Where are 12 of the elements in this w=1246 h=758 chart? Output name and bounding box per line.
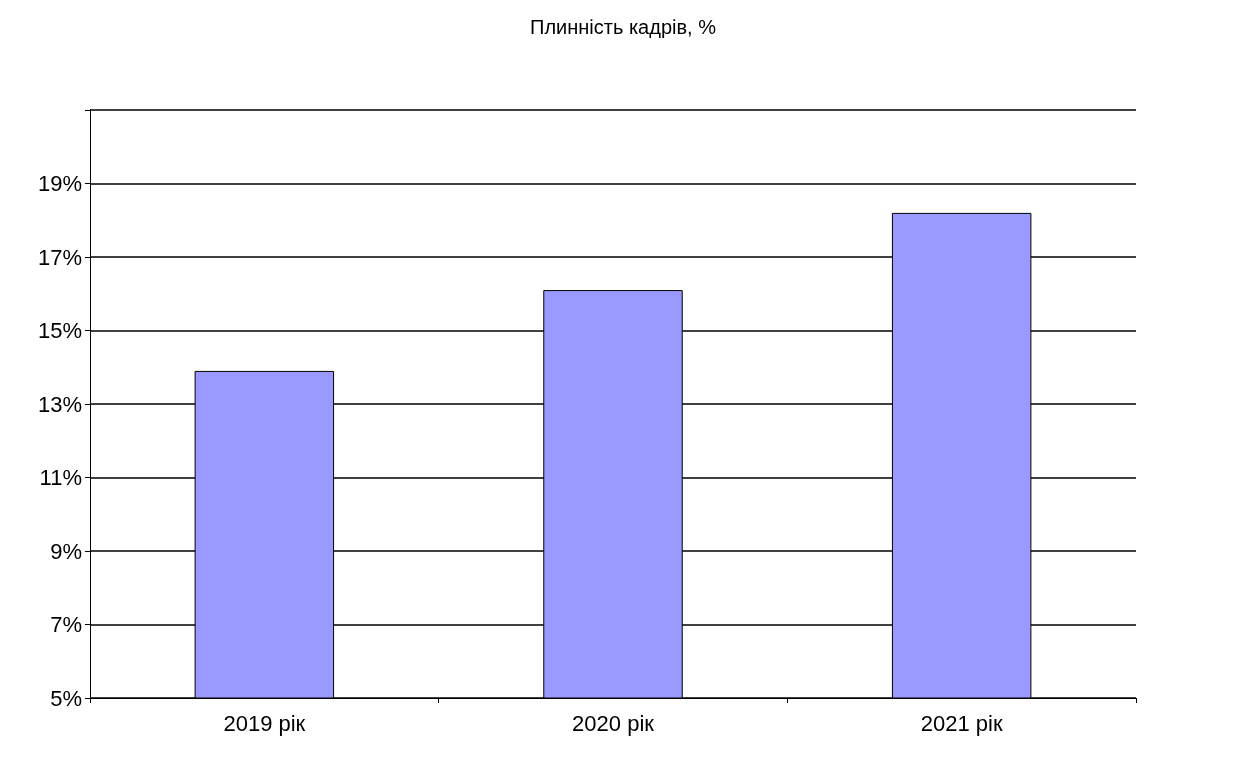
y-tick-label: 15% (37, 318, 82, 343)
x-tick-label: 2021 рік (920, 710, 1003, 736)
y-tick-label: 19% (37, 171, 82, 196)
x-tick-label: 2019 рік (223, 710, 306, 736)
y-tick-label: 7% (50, 612, 82, 637)
chart-title: Плинність кадрів, % (530, 16, 717, 38)
y-tick-label: 13% (37, 391, 82, 417)
x-tick-label: 2020 рік (572, 710, 655, 736)
y-tick-label: 17% (37, 244, 82, 270)
y-tick-label: 5% (50, 685, 82, 711)
y-tick-label: 9% (50, 538, 82, 564)
y-tick-label: 11% (39, 465, 82, 490)
